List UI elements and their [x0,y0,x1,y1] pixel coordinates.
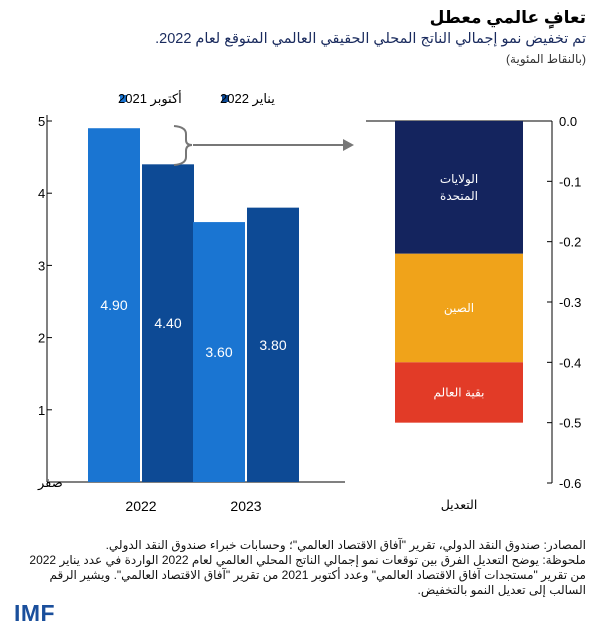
chart-canvas: صفر 1 2 3 4 5 4.90 4.40 2022 3.60 3.80 2023 أكتوبر 2… [37,90,581,514]
bar-value-label: 4.40 [154,315,181,331]
legend-swatch [120,95,127,102]
y-tick-label: -0.4 [559,355,581,370]
legend-swatch [222,95,229,102]
bar-2023-series-1 [193,222,245,482]
y-tick-label: 5 [38,114,45,129]
y-tick-label: -0.3 [559,295,581,310]
bar-2022-series-1 [88,128,140,482]
revision-stacked-chart: 0.0 -0.1 -0.2 -0.3 -0.4 -0.5 -0.6 الولايات المتح… [366,114,581,512]
stack-segment-3 [395,362,523,423]
bar-2023-series-2 [247,207,299,482]
chart-subtitle: تم تخفيض نمو إجمالي الناتج المحلي الحقيق… [155,31,586,47]
stack-segment-2 [395,253,523,363]
y-tick-label: -0.2 [559,235,581,250]
bar-2022-series-2 [142,164,194,482]
imf-logo: IMF [14,600,56,626]
stack-segment-1 [395,121,523,254]
segment-label: المتحدة [440,189,478,203]
y-tick-label: -0.5 [559,416,581,431]
bar-value-label: 3.80 [259,337,286,353]
segment-label: الولايات [440,172,478,187]
y-tick-label: 0.0 [559,114,577,129]
y-tick-label: -0.6 [559,476,581,491]
arrow-head [343,139,354,151]
bar-value-label: 4.90 [100,297,127,313]
segment-label: بقية العالم [434,386,485,400]
y-tick-label: 4 [38,186,45,201]
chart-title: تعافٍ عالمي معطل [429,8,586,27]
x-category-label: 2023 [230,498,261,514]
segment-label: الصين [444,301,474,316]
y-tick-label: 1 [38,403,45,418]
source-note: المصادر: صندوق النقد الدولي، تقرير "آفاق… [105,538,586,552]
y-tick-label: 2 [38,331,45,346]
y-tick-label: 3 [38,258,45,273]
x-axis-title: التعديل [441,498,478,512]
y-tick-label: صفر [37,475,63,491]
legend-label: أكتوبر 2021 [118,90,182,107]
unit-label: (بالنقاط المئوية) [506,52,586,66]
brace-shape [173,125,193,166]
legend-label: يناير 2022 [220,91,275,107]
revision-connector [173,125,354,166]
bar-value-label: 3.60 [205,344,232,360]
y-tick-label: -0.1 [559,174,581,189]
methodology-note: ملحوظة: يوضح التعديل الفرق بين توقعات نم… [29,553,586,597]
x-category-label: 2022 [125,498,156,514]
gdp-growth-bar-chart: صفر 1 2 3 4 5 4.90 4.40 2022 3.60 3.80 2023 أكتوبر 2… [37,90,345,514]
